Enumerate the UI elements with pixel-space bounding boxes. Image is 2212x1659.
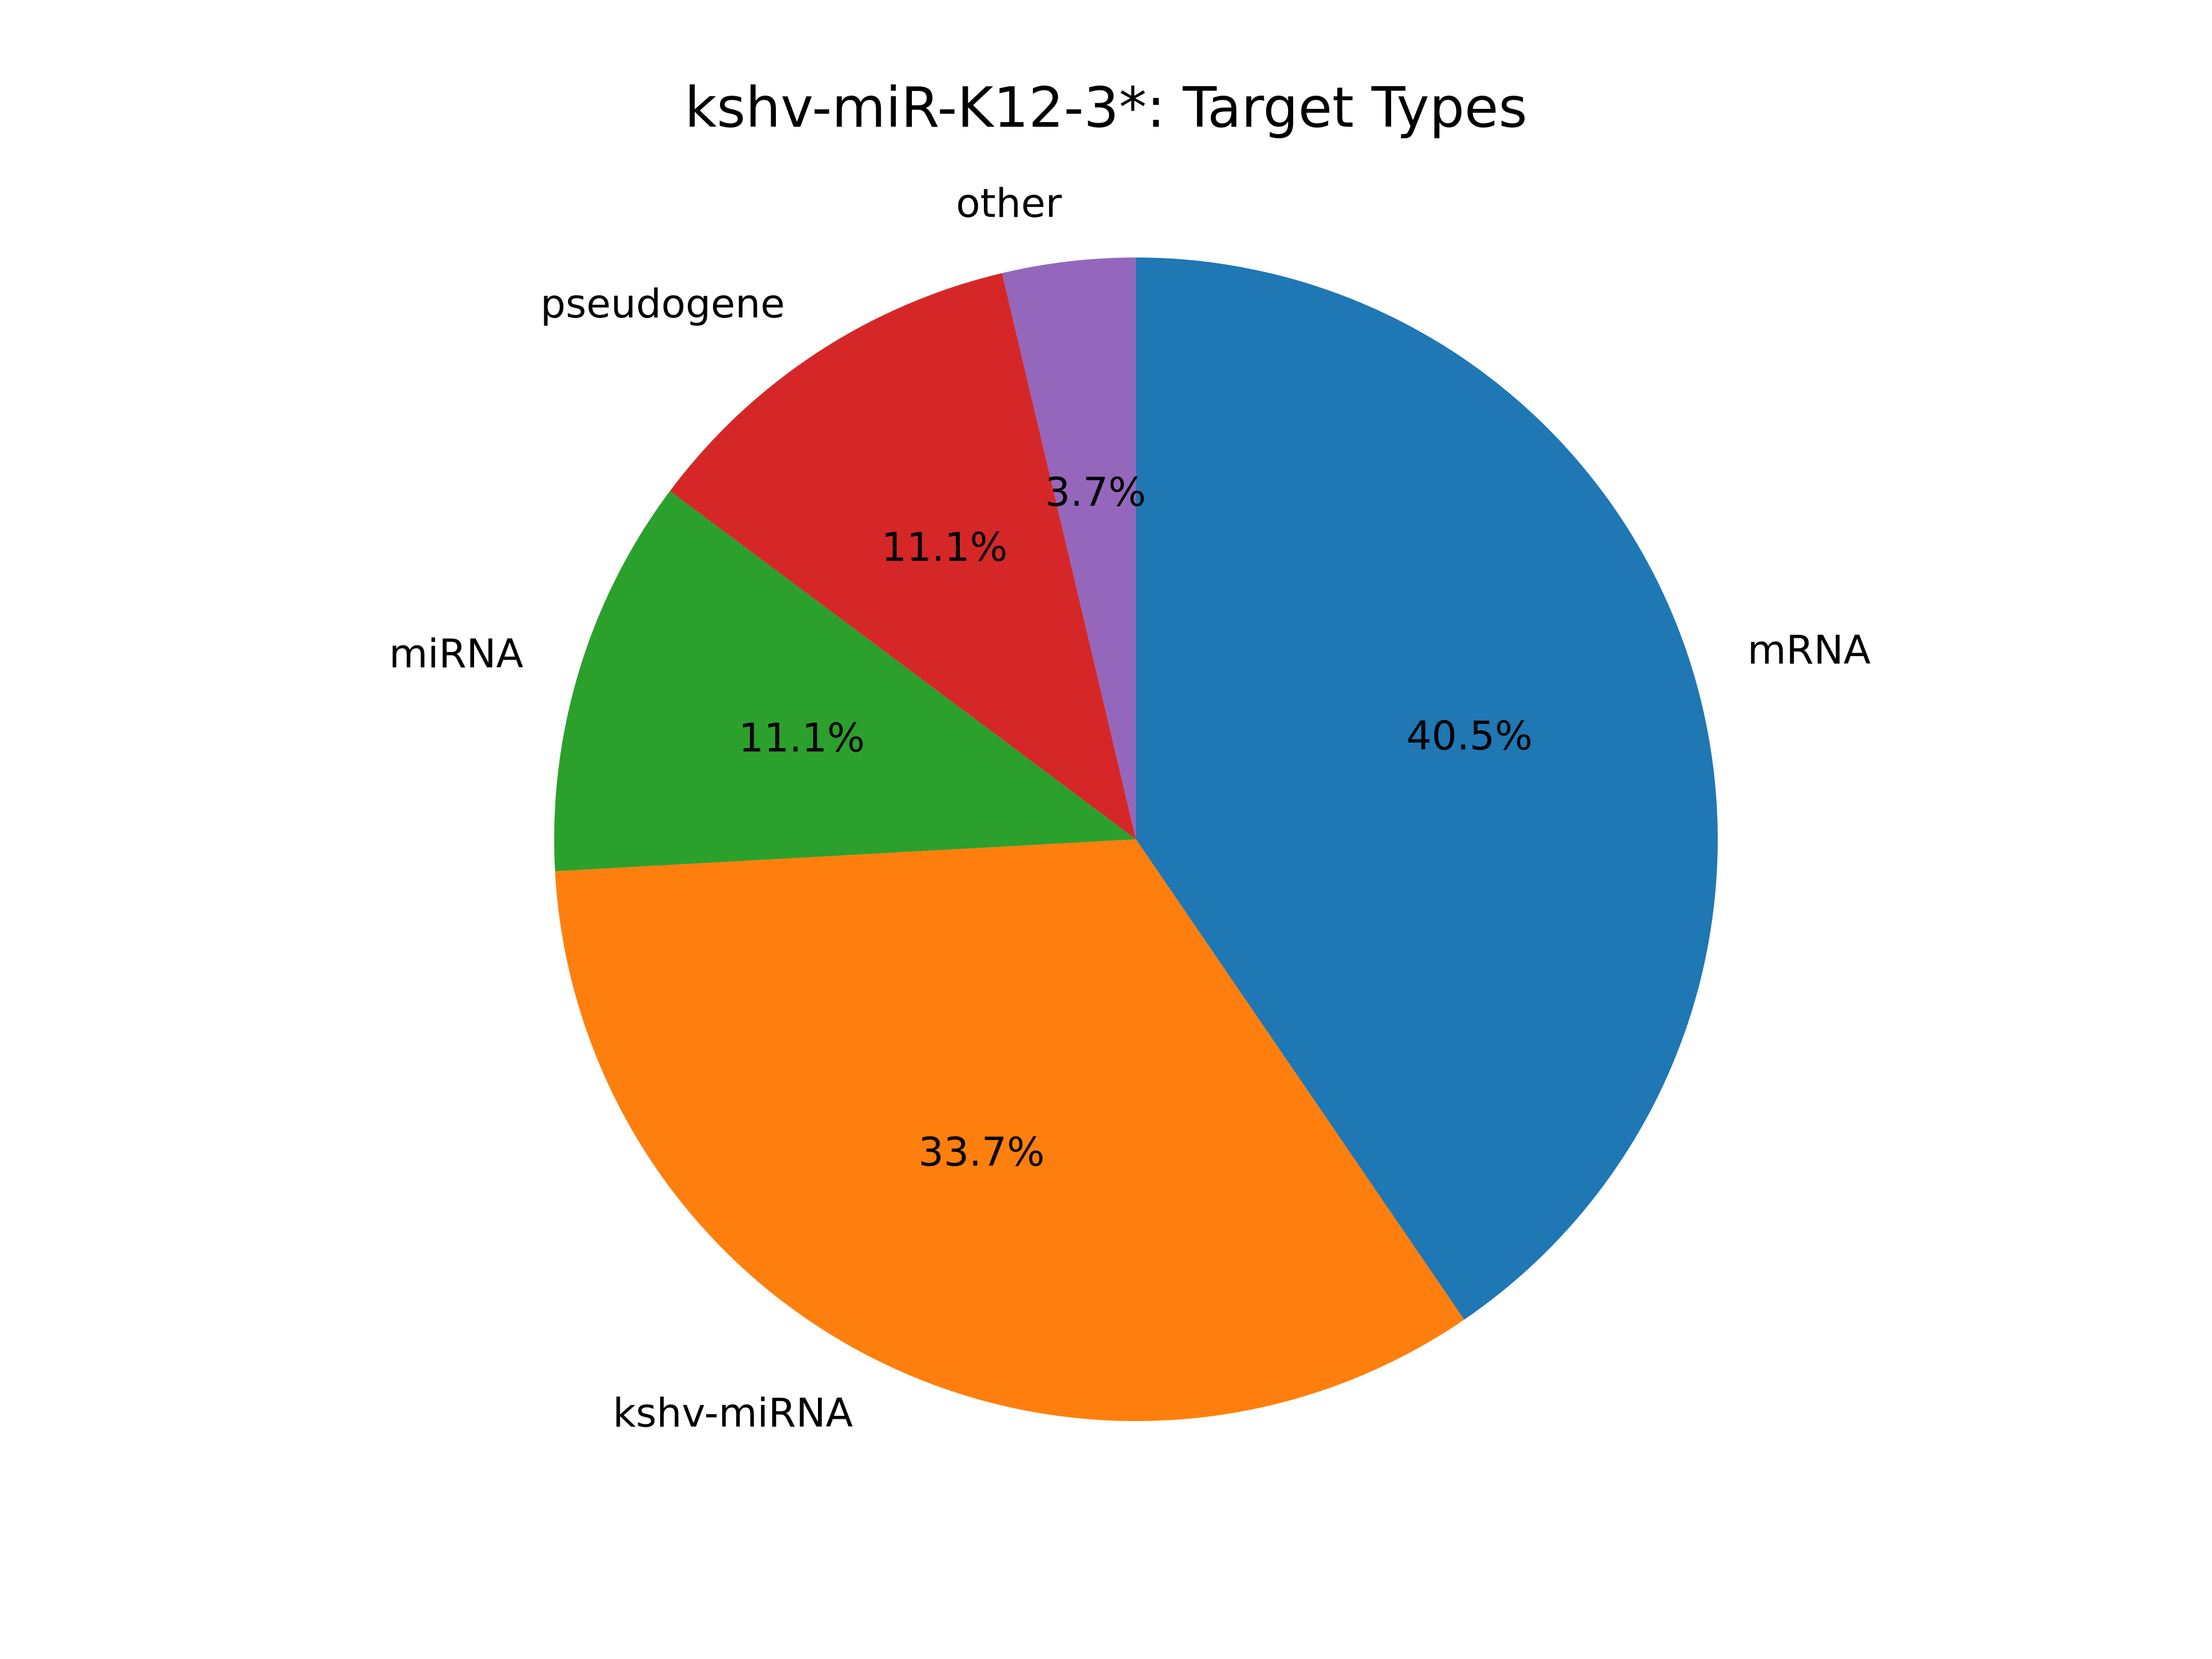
pie-slice-other xyxy=(1002,257,1136,839)
slice-label-mirna: miRNA xyxy=(389,631,523,677)
pct-label-pseudogene: 11.1% xyxy=(881,524,1007,570)
slice-label-kshv-mirna: kshv-miRNA xyxy=(613,1390,853,1436)
category-labels: mRNA kshv-miRNA miRNA pseudogene other xyxy=(389,180,1870,1436)
percentage-labels: 40.5% 33.7% 11.1% 11.1% 3.7% xyxy=(738,469,1532,1175)
pct-label-mrna: 40.5% xyxy=(1406,713,1532,759)
chart-title: kshv-miR-K12-3*: Target Types xyxy=(685,75,1528,140)
pie-slice-pseudogene xyxy=(669,273,1136,840)
pie-slice-mrna xyxy=(1136,257,1718,1320)
pie-slice-mirna xyxy=(554,491,1136,872)
pie-slices xyxy=(554,257,1718,1421)
pct-label-other: 3.7% xyxy=(1045,469,1146,516)
slice-label-other: other xyxy=(956,180,1062,226)
slice-label-pseudogene: pseudogene xyxy=(540,281,785,327)
pct-label-kshv-mirna: 33.7% xyxy=(918,1129,1044,1175)
slice-label-mrna: mRNA xyxy=(1747,627,1870,673)
pie-slice-kshv-mirna xyxy=(555,839,1464,1421)
pct-label-mirna: 11.1% xyxy=(738,715,865,762)
